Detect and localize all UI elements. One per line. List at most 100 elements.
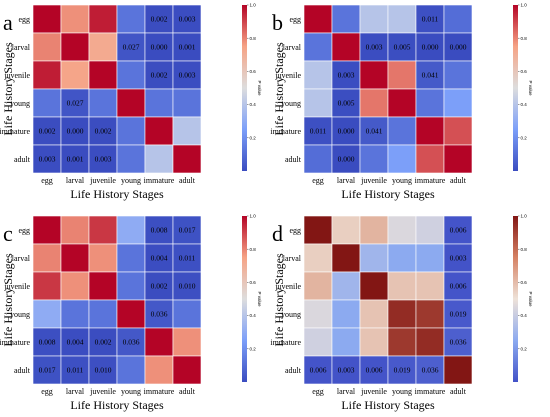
x-tick-label: young	[121, 176, 141, 185]
heatmap-cell	[88, 215, 118, 245]
x-tick-label: egg	[312, 176, 324, 185]
y-tick-label: young	[10, 99, 30, 108]
colorbar-tick-label: 0.6	[521, 69, 528, 74]
colorbar-tick-label: 0.8	[521, 36, 528, 41]
heatmap-cell	[32, 60, 62, 90]
heatmap-cell	[443, 32, 473, 62]
heatmap-cell	[359, 327, 389, 357]
y-tick-label: juvenile	[3, 71, 30, 80]
heatmap-cell	[303, 243, 333, 273]
heatmap-cell	[60, 4, 90, 34]
heatmap-cell	[32, 32, 62, 62]
heatmap-cell	[387, 32, 417, 62]
x-tick-label: egg	[312, 387, 324, 396]
heatmap-cell	[443, 88, 473, 118]
heatmap-cell	[415, 299, 445, 329]
y-tick-label: immature	[0, 127, 30, 136]
heatmap-cell	[303, 60, 333, 90]
colorbar-label: P value	[257, 81, 262, 96]
heatmap-cell	[32, 299, 62, 329]
cell-value-label: 0.002	[151, 15, 168, 24]
heatmap-cell	[331, 60, 361, 90]
heatmap-cell	[415, 60, 445, 90]
y-tick-label: juvenile	[3, 282, 30, 291]
x-tick-label: adult	[450, 176, 467, 185]
heatmap-cell	[331, 243, 361, 273]
cell-value-label: 0.008	[39, 338, 56, 347]
heatmap-cell	[60, 355, 90, 385]
colorbar-tick-label: 0.4	[521, 102, 528, 107]
colorbar-tick-label: 0.2	[521, 135, 528, 140]
heatmap-cell	[88, 32, 118, 62]
cell-value-label: 0.000	[67, 127, 84, 136]
heatmap-cell	[60, 60, 90, 90]
x-axis-title: Life History Stages	[341, 187, 435, 201]
heatmap-cell	[415, 271, 445, 301]
cell-value-label: 0.019	[450, 310, 467, 319]
heatmap-cell	[443, 355, 473, 385]
y-tick-label: larval	[12, 254, 31, 263]
y-tick-label: larval	[283, 43, 302, 52]
panel-letter: d	[272, 221, 283, 246]
cell-value-label: 0.011	[67, 366, 84, 375]
heatmap-cell	[116, 32, 146, 62]
x-tick-label: juvenile	[360, 176, 387, 185]
heatmap-cell	[116, 243, 146, 273]
colorbar-tick-label: 1.0	[250, 3, 257, 8]
x-axis-title: Life History Stages	[341, 398, 435, 412]
heatmap-panel-a: a 0.002 0.003 0.027 0.000 0.001 0.002 0.003 0.02…	[0, 3, 262, 201]
heatmap-cell	[303, 144, 333, 174]
cell-value-label: 0.003	[366, 43, 383, 52]
y-tick-label: juvenile	[274, 282, 301, 291]
heatmap-panel-c: c 0.008 0.017 0.004 0.011 0.002 0.010 0.036 0.00…	[0, 214, 262, 412]
y-axis-title: Life History Stages	[272, 253, 286, 347]
x-tick-label: immature	[415, 387, 446, 396]
heatmap-cell	[443, 327, 473, 357]
y-tick-label: larval	[283, 254, 302, 263]
colorbar-label: P value	[528, 292, 533, 307]
cell-value-label: 0.000	[422, 43, 439, 52]
panel-letter: a	[3, 10, 13, 35]
heatmap-cell	[359, 271, 389, 301]
y-tick-label: adult	[14, 366, 31, 375]
cell-value-label: 0.036	[123, 338, 140, 347]
heatmap-cell	[359, 4, 389, 34]
colorbar-tick-label: 1.0	[521, 3, 528, 8]
heatmap-cell	[303, 4, 333, 34]
heatmap-cell	[331, 32, 361, 62]
x-tick-label: immature	[144, 176, 175, 185]
colorbar-tick-label: 0.8	[250, 247, 257, 252]
colorbar	[513, 216, 518, 382]
heatmap-cell	[60, 88, 90, 118]
cell-value-label: 0.010	[179, 282, 196, 291]
heatmap-cell	[172, 88, 202, 118]
heatmap-cell	[331, 271, 361, 301]
heatmap-cell	[331, 299, 361, 329]
heatmap-cell	[88, 271, 118, 301]
cell-value-label: 0.027	[67, 99, 84, 108]
heatmap-cell	[60, 32, 90, 62]
heatmap-cell	[359, 88, 389, 118]
x-axis-title: Life History Stages	[70, 398, 164, 412]
panel-letter: b	[272, 10, 283, 35]
y-axis-title: Life History Stages	[272, 42, 286, 136]
heatmap-cell	[116, 299, 146, 329]
colorbar-tick-label: 0.6	[250, 69, 257, 74]
cell-value-label: 0.000	[338, 127, 355, 136]
heatmap-cell	[359, 299, 389, 329]
heatmap-cell	[116, 88, 146, 118]
heatmap-cell	[303, 32, 333, 62]
x-tick-label: egg	[41, 176, 53, 185]
heatmap-cell	[415, 144, 445, 174]
x-tick-label: larval	[337, 387, 356, 396]
y-tick-label: larval	[12, 43, 31, 52]
colorbar-label: P value	[257, 292, 262, 307]
heatmap-cell	[172, 116, 202, 146]
heatmap-cell	[144, 144, 174, 174]
heatmap-cell	[387, 327, 417, 357]
heatmap-cell	[88, 144, 118, 174]
heatmap-cell	[415, 88, 445, 118]
y-tick-label: juvenile	[274, 71, 301, 80]
x-tick-label: immature	[415, 176, 446, 185]
colorbar-tick-label: 0.4	[521, 313, 528, 318]
